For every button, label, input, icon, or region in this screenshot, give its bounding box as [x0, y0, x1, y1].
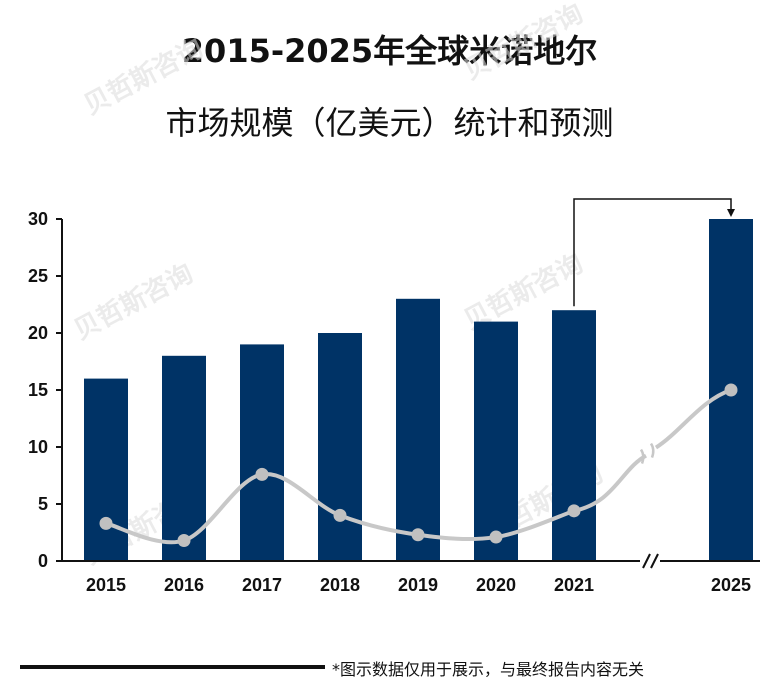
- axis-break-mark: [642, 553, 651, 569]
- bar-2020: [474, 321, 518, 561]
- x-tick-label-2015: 2015: [86, 575, 126, 595]
- line-point-2015: [99, 516, 113, 530]
- y-tick-label: 0: [38, 551, 48, 571]
- x-tick-label-2025: 2025: [711, 575, 751, 595]
- growth-connector: [573, 198, 732, 307]
- watermark-text: 贝哲斯咨询: [69, 258, 198, 346]
- y-tick-label: 5: [38, 494, 48, 514]
- line-point-2016: [177, 533, 191, 547]
- trend-line-segment: [573, 453, 648, 513]
- bar-2015: [84, 378, 128, 561]
- line-break-mark: [639, 442, 655, 465]
- x-tick-label-2020: 2020: [476, 575, 516, 595]
- x-tick-label-2018: 2018: [320, 575, 360, 595]
- line-point-2021: [567, 504, 581, 518]
- bar-2016: [162, 355, 206, 561]
- bar-2017: [240, 344, 284, 561]
- x-tick-label-2016: 2016: [164, 575, 204, 595]
- y-tick-label: 25: [28, 266, 48, 286]
- bar-2021: [552, 310, 596, 561]
- line-point-2017: [255, 467, 269, 481]
- footer-rule: [20, 665, 325, 669]
- axis-break-mark: [650, 553, 659, 569]
- line-point-2018: [333, 508, 347, 522]
- y-tick-label: 30: [28, 209, 48, 229]
- trend-line-segment: [654, 388, 732, 450]
- line-point-2025: [724, 383, 738, 397]
- line-point-2019: [411, 528, 425, 542]
- line-point-2020: [489, 530, 503, 544]
- connector-arrowhead: [727, 209, 735, 217]
- x-tick-label-2021: 2021: [554, 575, 594, 595]
- bar-2019: [396, 298, 440, 561]
- y-tick-label: 20: [28, 323, 48, 343]
- chart-title-line2: 市场规模（亿美元）统计和预测: [165, 104, 614, 142]
- y-tick-label: 15: [28, 380, 48, 400]
- footer-note: *图示数据仅用于展示，与最终报告内容无关: [332, 660, 645, 679]
- bar-2018: [318, 333, 362, 561]
- watermark-text: 贝哲斯咨询: [79, 33, 208, 121]
- x-tick-label-2017: 2017: [242, 575, 282, 595]
- y-tick-label: 10: [28, 437, 48, 457]
- watermark-text: 贝哲斯咨询: [459, 0, 588, 86]
- x-tick-label-2019: 2019: [398, 575, 438, 595]
- chart-title-line1: 2015-2025年全球米诺地尔: [181, 32, 598, 70]
